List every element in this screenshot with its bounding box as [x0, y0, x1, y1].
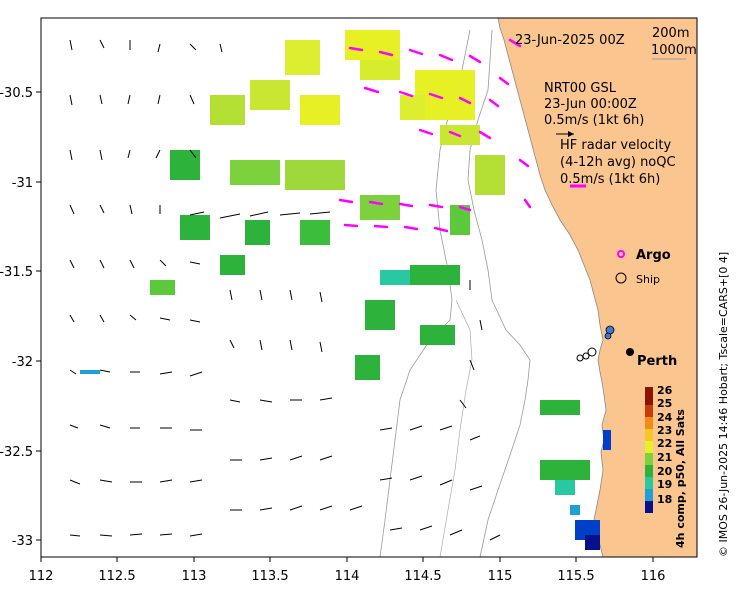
nrt-scale-arrowhead — [568, 131, 574, 137]
nrt-time: 23-Jun 00:00Z — [544, 97, 637, 112]
y-tick-label: -32 — [12, 355, 33, 370]
nrt-label: NRT00 GSL — [544, 81, 617, 96]
cbar-tick: 19 — [657, 478, 672, 491]
cbar-tick: 20 — [657, 465, 673, 478]
cbar-tick: 18 — [657, 493, 672, 506]
depth-label-1000: 1000m — [651, 43, 697, 58]
x-tick-label: 112 — [29, 569, 54, 584]
x-axis-labels: 112 112.5 113 113.5 114 114.5 115 115.5 … — [29, 569, 666, 584]
y-tick-label: -31.5 — [0, 265, 33, 280]
y-tick-label: -32.5 — [0, 445, 33, 460]
city-label: Perth — [637, 354, 677, 369]
model-current-arrows — [69, 39, 501, 541]
colorbar — [645, 387, 653, 513]
argo-label: Argo — [636, 248, 671, 263]
cbar-tick: 23 — [657, 424, 672, 437]
argo-legend-marker — [617, 250, 625, 258]
contour-deep — [439, 299, 473, 558]
hf-radar-arrows — [338, 38, 532, 233]
x-tick-label: 115 — [488, 569, 513, 584]
credit-text: © IMOS 26-Jun-2025 14:46 Hobart; Tscale=… — [717, 252, 730, 557]
hf-title: HF radar velocity — [560, 138, 672, 153]
x-tick-label: 113.5 — [251, 569, 288, 584]
map-frame — [40, 17, 698, 558]
argo-markers — [604, 325, 615, 340]
colorbar-ticks: 26 25 24 23 22 21 20 19 18 — [657, 384, 673, 506]
ship-label: Ship — [636, 273, 660, 286]
y-tick-label: -30.5 — [0, 86, 33, 101]
ship-markers — [576, 347, 597, 362]
ship-legend-marker — [615, 272, 627, 284]
y-axis-labels: -30.5 -31 -31.5 -32 -32.5 -33 — [0, 86, 33, 549]
cbar-tick: 26 — [657, 384, 673, 397]
x-tick-label: 114.5 — [404, 569, 441, 584]
y-tick-label: -31 — [12, 176, 33, 191]
hf-scale: 0.5m/s (1kt 6h) — [560, 172, 660, 187]
cbar-tick: 25 — [657, 397, 672, 410]
x-tick-label: 112.5 — [98, 569, 135, 584]
x-tick-label: 113 — [182, 569, 207, 584]
colorbar-title: 4h comp, p50, All Sats — [674, 409, 687, 548]
hf-sub: (4-12h avg) noQC — [560, 155, 676, 170]
date-label: 23-Jun-2025 00Z — [515, 33, 625, 48]
perth-marker — [626, 348, 634, 356]
y-tick-label: -33 — [12, 534, 33, 549]
cbar-tick: 21 — [657, 451, 672, 464]
x-tick-label: 114 — [335, 569, 360, 584]
x-tick-marks — [40, 557, 654, 562]
cbar-tick: 22 — [657, 437, 672, 450]
depth-label-200: 200m — [652, 26, 689, 41]
x-tick-label: 116 — [641, 569, 666, 584]
nrt-scale: 0.5m/s (1kt 6h) — [544, 113, 644, 128]
x-tick-label: 115.5 — [557, 569, 594, 584]
y-tick-marks — [36, 91, 41, 541]
cbar-tick: 24 — [657, 411, 673, 424]
